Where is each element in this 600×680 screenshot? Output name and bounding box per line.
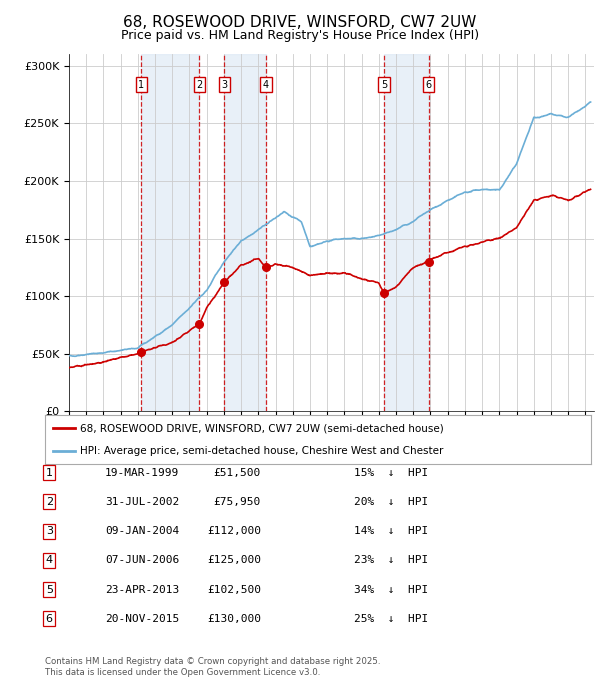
Text: £75,950: £75,950 bbox=[214, 497, 261, 507]
Text: 20-NOV-2015: 20-NOV-2015 bbox=[105, 614, 179, 624]
Text: 20%  ↓  HPI: 20% ↓ HPI bbox=[354, 497, 428, 507]
Text: 1: 1 bbox=[46, 468, 53, 477]
Text: 4: 4 bbox=[263, 80, 269, 90]
Bar bbox=[384, 54, 428, 411]
Bar bbox=[224, 54, 266, 411]
Text: 3: 3 bbox=[221, 80, 227, 90]
Text: 3: 3 bbox=[46, 526, 53, 536]
Text: 07-JUN-2006: 07-JUN-2006 bbox=[105, 556, 179, 565]
Text: 68, ROSEWOOD DRIVE, WINSFORD, CW7 2UW: 68, ROSEWOOD DRIVE, WINSFORD, CW7 2UW bbox=[124, 15, 476, 30]
Text: 31-JUL-2002: 31-JUL-2002 bbox=[105, 497, 179, 507]
Text: 15%  ↓  HPI: 15% ↓ HPI bbox=[354, 468, 428, 477]
Text: 68, ROSEWOOD DRIVE, WINSFORD, CW7 2UW (semi-detached house): 68, ROSEWOOD DRIVE, WINSFORD, CW7 2UW (s… bbox=[80, 423, 444, 433]
Text: 25%  ↓  HPI: 25% ↓ HPI bbox=[354, 614, 428, 624]
Text: 09-JAN-2004: 09-JAN-2004 bbox=[105, 526, 179, 536]
Text: 23%  ↓  HPI: 23% ↓ HPI bbox=[354, 556, 428, 565]
Text: Price paid vs. HM Land Registry's House Price Index (HPI): Price paid vs. HM Land Registry's House … bbox=[121, 29, 479, 42]
Text: HPI: Average price, semi-detached house, Cheshire West and Chester: HPI: Average price, semi-detached house,… bbox=[80, 445, 444, 456]
Text: 6: 6 bbox=[425, 80, 431, 90]
Text: 14%  ↓  HPI: 14% ↓ HPI bbox=[354, 526, 428, 536]
Text: 1: 1 bbox=[139, 80, 145, 90]
Text: 34%  ↓  HPI: 34% ↓ HPI bbox=[354, 585, 428, 594]
Text: £51,500: £51,500 bbox=[214, 468, 261, 477]
Bar bbox=[142, 54, 199, 411]
Text: £112,000: £112,000 bbox=[207, 526, 261, 536]
Text: 19-MAR-1999: 19-MAR-1999 bbox=[105, 468, 179, 477]
Text: £125,000: £125,000 bbox=[207, 556, 261, 565]
Text: 6: 6 bbox=[46, 614, 53, 624]
Text: 5: 5 bbox=[381, 80, 387, 90]
Text: 4: 4 bbox=[46, 556, 53, 565]
Text: 23-APR-2013: 23-APR-2013 bbox=[105, 585, 179, 594]
Text: 2: 2 bbox=[196, 80, 203, 90]
Text: Contains HM Land Registry data © Crown copyright and database right 2025.
This d: Contains HM Land Registry data © Crown c… bbox=[45, 657, 380, 677]
Text: 5: 5 bbox=[46, 585, 53, 594]
Text: £130,000: £130,000 bbox=[207, 614, 261, 624]
Text: £102,500: £102,500 bbox=[207, 585, 261, 594]
Text: 2: 2 bbox=[46, 497, 53, 507]
